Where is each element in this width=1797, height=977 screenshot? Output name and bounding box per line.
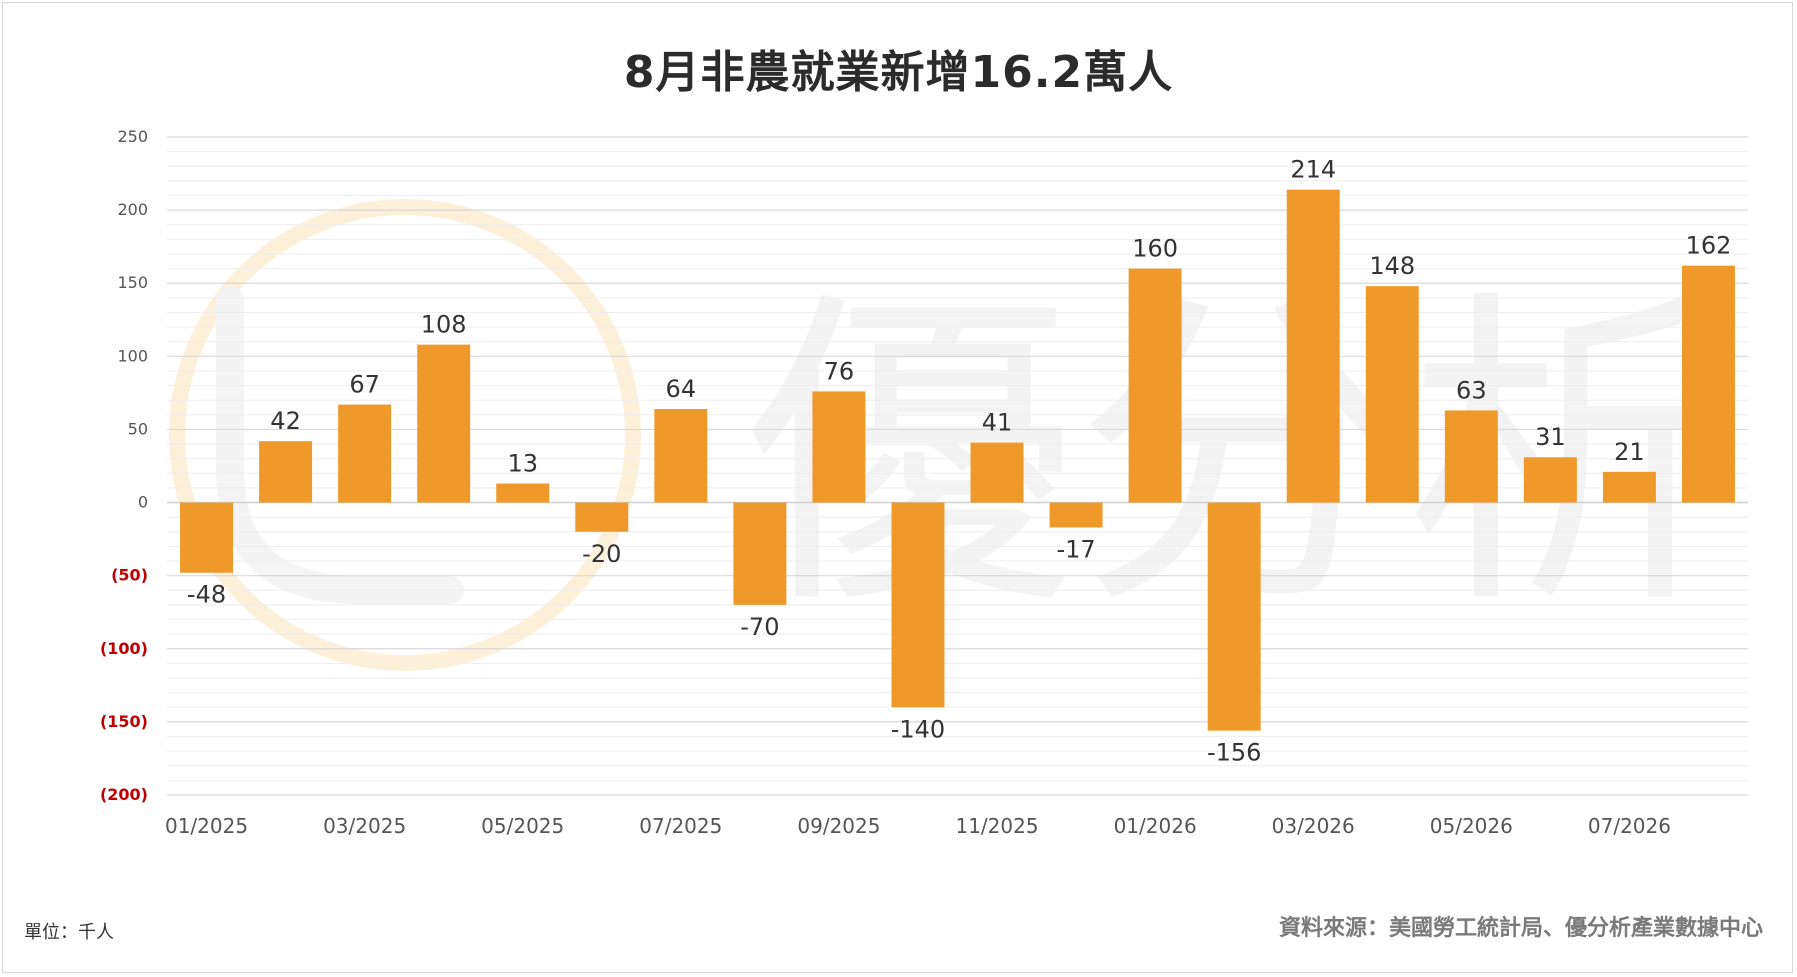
data-label: -20 — [582, 540, 621, 568]
y-tick-label: 200 — [117, 200, 148, 219]
data-label: -70 — [740, 613, 779, 641]
x-tick-label: 09/2025 — [797, 814, 880, 838]
data-label: 108 — [421, 311, 467, 339]
y-tick-label: (100) — [100, 639, 148, 658]
x-tick-label: 01/2026 — [1114, 814, 1197, 838]
y-tick-label: 0 — [138, 493, 148, 512]
data-label: 63 — [1456, 376, 1487, 404]
bar — [812, 391, 866, 503]
y-tick-label: (200) — [100, 785, 148, 804]
x-tick-label: 03/2026 — [1272, 814, 1355, 838]
bar — [1365, 286, 1419, 503]
bar — [259, 441, 313, 503]
bar — [417, 344, 471, 503]
data-label: -156 — [1207, 739, 1261, 767]
bar — [338, 404, 392, 503]
bar — [1049, 502, 1103, 528]
x-tick-label: 01/2025 — [165, 814, 248, 838]
data-label: -140 — [891, 715, 945, 743]
data-label: 42 — [270, 407, 301, 435]
x-tick-label: 03/2025 — [323, 814, 406, 838]
data-label: 41 — [982, 409, 1013, 437]
data-label: 31 — [1535, 423, 1566, 451]
data-label: 162 — [1686, 232, 1732, 260]
data-label: 13 — [507, 450, 538, 478]
bar — [654, 408, 708, 503]
y-tick-label: 100 — [117, 346, 148, 365]
chart-title: 8月非農就業新增16.2萬人 — [623, 47, 1174, 98]
bars — [180, 189, 1735, 731]
bar — [180, 502, 234, 573]
bar — [1444, 410, 1498, 503]
unit-label: 單位：千人 — [24, 922, 114, 943]
bar — [1602, 471, 1656, 503]
data-label: 67 — [349, 371, 380, 399]
bar — [733, 502, 787, 605]
bar — [1128, 268, 1182, 503]
y-tick-label: 250 — [117, 127, 148, 146]
source-note: 資料來源：美國勞工統計局、優分析產業數據中心 — [1278, 916, 1763, 941]
x-tick-label: 07/2026 — [1588, 814, 1671, 838]
data-label: 148 — [1369, 252, 1415, 280]
bar — [1523, 457, 1577, 503]
bar — [1207, 502, 1261, 731]
x-tick-label: 05/2025 — [481, 814, 564, 838]
data-label: -48 — [187, 581, 226, 609]
bar — [1681, 265, 1735, 503]
watermark-check — [216, 286, 464, 604]
bar — [891, 502, 945, 708]
y-tick-label: (50) — [111, 566, 148, 585]
x-tick-label: 05/2026 — [1430, 814, 1513, 838]
x-tick-label: 11/2025 — [955, 814, 1038, 838]
y-axis: 250 200 150 100 50 0 (50) (100) (150) (200) — [100, 127, 148, 804]
data-label: 21 — [1614, 438, 1645, 466]
watermark: 優分析 — [169, 199, 1735, 671]
y-tick-label: (150) — [100, 712, 148, 731]
bar — [575, 502, 629, 532]
data-label: 160 — [1132, 235, 1178, 263]
bar — [970, 442, 1024, 503]
y-tick-label: 150 — [117, 273, 148, 292]
data-label: -17 — [1056, 535, 1095, 563]
data-label: 64 — [666, 375, 697, 403]
data-labels: -48 42 67 108 13 -20 64 -70 76 -140 41 -17 160 -156 21… — [187, 156, 1731, 767]
bar — [496, 483, 550, 503]
x-tick-label: 07/2025 — [639, 814, 722, 838]
data-label: 214 — [1290, 156, 1336, 184]
bar — [1286, 189, 1340, 503]
data-label: 76 — [824, 357, 855, 385]
y-tick-label: 50 — [128, 419, 148, 438]
x-axis: 01/2025 03/2025 05/2025 07/2025 09/2025 11/20… — [165, 814, 1671, 838]
